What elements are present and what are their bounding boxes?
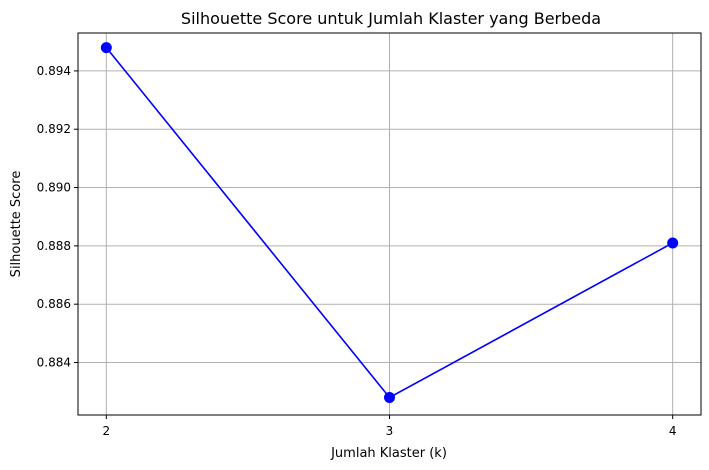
y-tick-label: 0.892 — [37, 122, 71, 136]
axis-ticks: 2 3 4 0.884 0.886 0.888 0.890 0.892 0.894 — [37, 64, 677, 438]
y-tick-label: 0.886 — [37, 297, 71, 311]
y-tick-label: 0.894 — [37, 64, 71, 78]
chart-title: Silhouette Score untuk Jumlah Klaster ya… — [181, 9, 601, 28]
x-tick-label: 3 — [386, 424, 394, 438]
y-tick-label: 0.888 — [37, 239, 71, 253]
data-point — [667, 237, 679, 249]
y-tick-label: 0.890 — [37, 181, 71, 195]
series-layer — [100, 42, 679, 404]
y-axis-label: Silhouette Score — [9, 171, 24, 278]
x-axis-label: Jumlah Klaster (k) — [330, 446, 447, 461]
grid-lines — [78, 33, 701, 415]
y-tick-label: 0.884 — [37, 356, 71, 370]
x-tick-label: 4 — [669, 424, 677, 438]
x-tick-label: 2 — [102, 424, 110, 438]
data-point — [100, 42, 112, 54]
data-point — [384, 392, 395, 404]
